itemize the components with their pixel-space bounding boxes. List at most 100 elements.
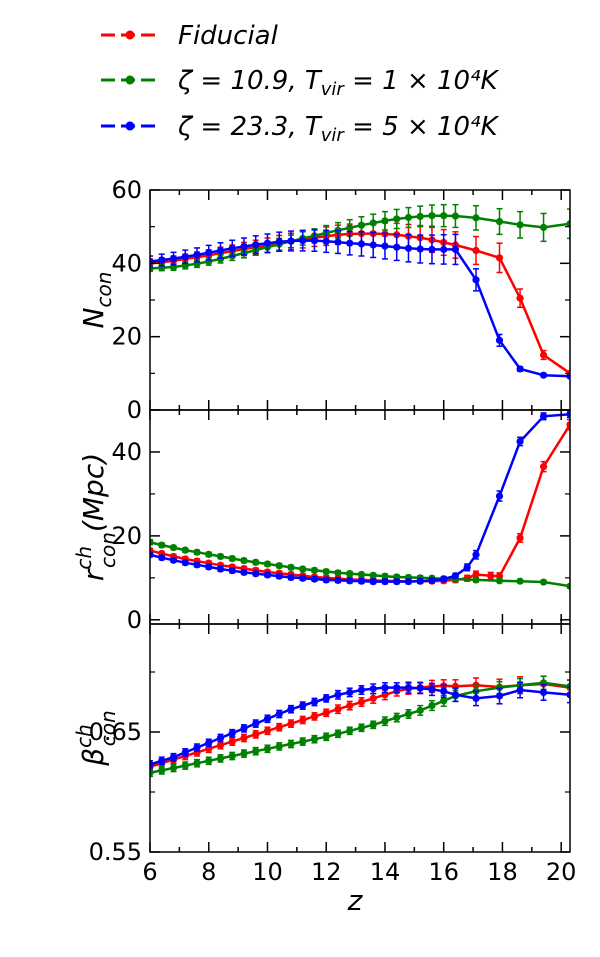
- data-point: [393, 243, 401, 251]
- series-zeta-10-9: [150, 203, 570, 273]
- x-axis-ticks: [149, 410, 562, 624]
- data-point: [440, 697, 448, 705]
- data-point: [404, 710, 413, 718]
- data-point: [472, 246, 480, 255]
- data-point: [150, 769, 154, 777]
- data-point: [393, 684, 401, 692]
- series-zeta-23-3: [150, 410, 570, 586]
- x-tick-label: 14: [370, 858, 401, 886]
- data-point: [539, 688, 548, 697]
- data-point: [381, 572, 389, 580]
- x-tick-label: 6: [142, 858, 157, 886]
- data-point: [205, 739, 213, 747]
- data-point: [158, 757, 166, 765]
- data-point: [169, 254, 178, 263]
- data-point: [416, 577, 424, 585]
- data-point: [428, 685, 436, 694]
- y-tick-label: 0.55: [89, 838, 142, 866]
- series-line: [150, 412, 570, 583]
- series-line: [150, 424, 570, 583]
- data-point: [539, 412, 548, 420]
- data-point: [263, 745, 272, 753]
- data-point: [158, 256, 166, 264]
- plot-area: [150, 410, 570, 590]
- data-point: [357, 570, 366, 579]
- data-point: [169, 753, 178, 761]
- data-point: [393, 578, 401, 586]
- data-point: [310, 698, 319, 706]
- data-point: [334, 238, 342, 246]
- panel-frame: [149, 409, 571, 625]
- x-axis-ticks: [149, 190, 562, 410]
- series-fiducial: [150, 418, 570, 585]
- data-point: [516, 294, 524, 302]
- data-point: [299, 702, 307, 710]
- data-point: [275, 572, 283, 580]
- data-point: [495, 492, 504, 500]
- y-axis-label: Ncon: [77, 272, 116, 329]
- data-point: [516, 437, 524, 446]
- x-tick-label: 8: [201, 858, 216, 886]
- legend-label-sub: vir: [321, 79, 346, 100]
- data-point: [539, 351, 548, 359]
- data-point: [240, 734, 248, 742]
- data-point: [334, 705, 342, 713]
- legend-marker: [125, 121, 135, 131]
- data-point: [404, 244, 413, 252]
- data-point: [287, 573, 295, 582]
- data-point: [472, 570, 480, 579]
- panels: 0204060Ncon02040rchcon(Mpc)0.550.65βchco…: [72, 176, 576, 917]
- data-point: [566, 220, 570, 228]
- data-point: [369, 721, 377, 729]
- data-point: [357, 221, 366, 229]
- data-point: [216, 754, 225, 763]
- data-point: [472, 276, 480, 284]
- data-point: [169, 544, 178, 552]
- y-axis-label: βchcon: [72, 710, 120, 766]
- data-point: [516, 365, 524, 373]
- data-point: [181, 253, 189, 261]
- data-point: [516, 577, 524, 585]
- data-point: [240, 242, 248, 251]
- data-point: [150, 538, 154, 546]
- y-tick-label: 20: [111, 522, 142, 550]
- data-point: [357, 724, 366, 732]
- data-point: [228, 567, 236, 575]
- data-point: [357, 577, 366, 585]
- y-tick-label: 40: [111, 249, 142, 277]
- legend-label-tail: = 5 × 10⁴K: [344, 112, 500, 142]
- data-point: [566, 372, 570, 380]
- x-tick-label: 12: [311, 858, 342, 886]
- data-point: [404, 578, 413, 586]
- data-point: [369, 578, 377, 586]
- data-point: [539, 223, 548, 231]
- data-point: [169, 764, 178, 772]
- y-label-sub: con: [92, 272, 116, 308]
- data-point: [193, 251, 201, 259]
- data-point: [205, 757, 213, 765]
- data-point: [566, 410, 570, 418]
- data-point: [310, 712, 319, 721]
- data-point: [472, 551, 480, 559]
- data-point: [369, 219, 377, 227]
- legend-label-main: ζ = 23.3, T: [177, 112, 323, 142]
- x-axis-ticks: [149, 624, 562, 852]
- data-point: [158, 554, 166, 562]
- series-zeta-23-3: [150, 229, 570, 380]
- y-label-sub: con: [96, 532, 120, 568]
- plot-area: [150, 203, 570, 380]
- y-label-sup: ch: [72, 546, 96, 570]
- data-point: [322, 237, 330, 245]
- data-point: [440, 687, 448, 695]
- x-tick-label: 16: [428, 858, 459, 886]
- data-point: [240, 750, 248, 758]
- data-point: [369, 694, 377, 703]
- data-point: [181, 748, 189, 757]
- data-point: [322, 709, 330, 717]
- panel-frame: [149, 623, 571, 853]
- data-point: [495, 577, 504, 585]
- legend-marker: [125, 75, 135, 85]
- data-point: [275, 562, 283, 570]
- data-point: [369, 685, 377, 693]
- data-point: [346, 688, 354, 697]
